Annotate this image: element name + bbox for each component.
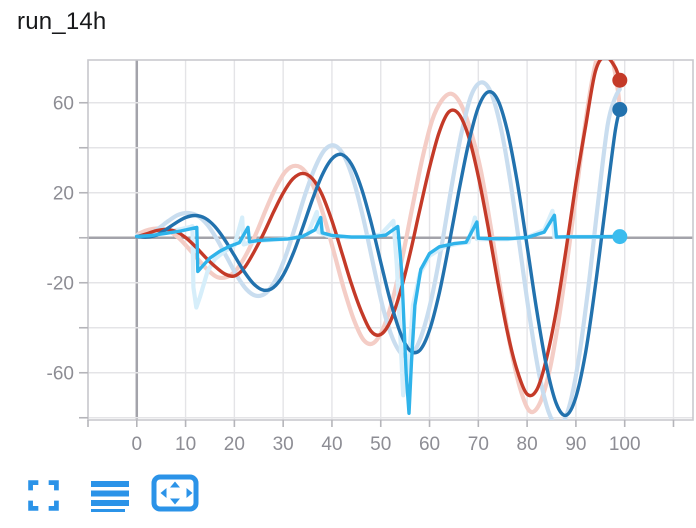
x-tick-label: 0 [132, 434, 143, 455]
x-tick-label: 100 [609, 434, 641, 455]
series-line-raw-red [134, 60, 622, 415]
y-tick-label: 20 [53, 183, 74, 204]
y-tick-label: -60 [47, 363, 74, 384]
x-tick-label: 30 [273, 434, 294, 455]
chart-toolbar [28, 474, 199, 512]
series-end-marker-smoothed-blue [612, 102, 628, 117]
y-tick-label: -20 [47, 273, 74, 294]
x-tick-label: 10 [175, 434, 196, 455]
series-end-marker-smoothed-lightblue [612, 229, 628, 245]
series-end-marker-smoothed-red [612, 72, 628, 88]
series-line-raw-blue [134, 80, 622, 420]
x-tick-label: 20 [224, 434, 245, 455]
series-line-smoothed-lightblue [135, 213, 622, 415]
fullscreen-icon[interactable] [28, 479, 59, 512]
x-tick-label: 40 [321, 434, 342, 455]
y-tick-label: 60 [53, 93, 74, 114]
fit-to-data-icon[interactable] [151, 474, 199, 512]
runs-list-icon[interactable] [91, 481, 129, 512]
x-tick-label: 60 [419, 434, 440, 455]
chart-title: run_14h [17, 8, 107, 35]
plot-border [87, 59, 694, 421]
x-tick-label: 50 [370, 434, 391, 455]
series-line-smoothed-blue [135, 90, 622, 418]
x-tick-label: 90 [565, 434, 586, 455]
x-tick-label: 80 [517, 434, 538, 455]
x-tick-label: 70 [468, 434, 489, 455]
